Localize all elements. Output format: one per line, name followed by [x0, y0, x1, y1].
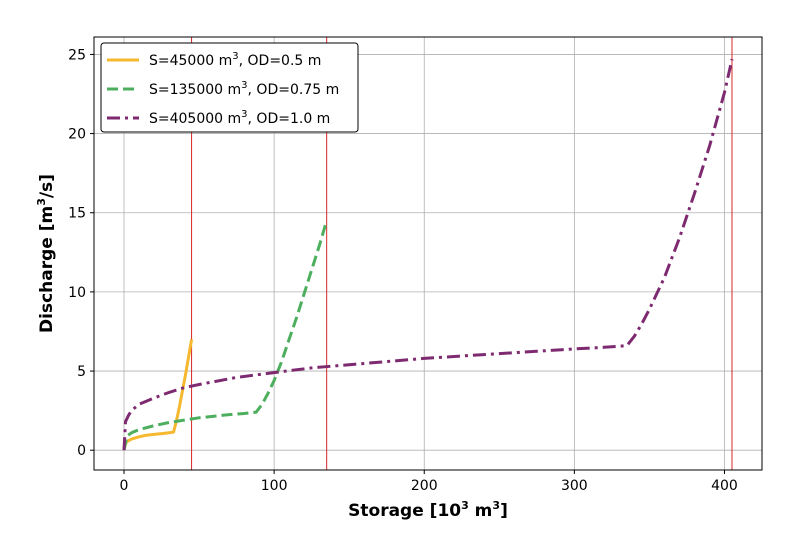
y-axis-label-end: /s] — [37, 174, 57, 198]
legend-label-end: , OD=0.75 m — [248, 82, 340, 98]
y-tick-label: 0 — [77, 443, 86, 459]
y-axis-label-text: Discharge [m — [37, 206, 57, 333]
y-axis-label: Discharge [m3/s] — [35, 174, 57, 333]
x-tick-label: 300 — [561, 478, 588, 494]
legend-label-text: S=45000 m — [149, 53, 232, 69]
plot-frame — [93, 36, 763, 471]
x-axis-label-mid: m — [469, 501, 493, 521]
legend-label-text: S=135000 m — [149, 82, 241, 98]
x-axis-label-text: Storage [10 — [348, 501, 461, 521]
legend-label-sup: 3 — [241, 80, 247, 91]
y-tick-label: 25 — [68, 47, 86, 63]
x-tick-label: 400 — [711, 478, 738, 494]
x-tick-label: 200 — [411, 478, 438, 494]
legend-label-end: , OD=0.5 m — [239, 53, 322, 69]
series-line-2 — [122, 220, 329, 451]
y-ticks: 0 5 10 15 20 25 — [68, 47, 94, 459]
x-axis-label-sup: 3 — [461, 499, 469, 512]
x-ticks: 0 100 200 300 400 — [120, 470, 738, 494]
x-tick-label: 0 — [120, 478, 129, 494]
y-tick-label: 15 — [68, 206, 86, 222]
x-axis-label: Storage [103 m3] — [348, 499, 508, 521]
legend-label-2: S=135000 m3, OD=0.75 m — [149, 80, 339, 98]
series-line-3 — [122, 58, 734, 451]
legend: S=45000 m3, OD=0.5 mS=135000 m3, OD=0.75… — [100, 42, 359, 133]
y-tick-label: 5 — [77, 364, 86, 380]
y-tick-label: 10 — [68, 285, 86, 301]
legend-label-sup: 3 — [241, 109, 247, 120]
legend-label-3: S=405000 m3, OD=1.0 m — [149, 109, 330, 127]
x-tick-label: 100 — [261, 478, 288, 494]
y-tick-label: 20 — [68, 127, 86, 143]
legend-label-end: , OD=1.0 m — [248, 111, 331, 127]
legend-label-1: S=45000 m3, OD=0.5 m — [149, 51, 321, 69]
x-axis-label-end: ] — [500, 501, 508, 521]
series-line-1 — [122, 339, 194, 451]
legend-label-sup: 3 — [232, 51, 238, 62]
x-axis-label-sup2: 3 — [492, 499, 500, 512]
legend-label-text: S=405000 m — [149, 111, 241, 127]
legend-box — [100, 42, 359, 133]
y-axis-label-sup: 3 — [35, 198, 48, 206]
series-lines — [122, 58, 734, 451]
